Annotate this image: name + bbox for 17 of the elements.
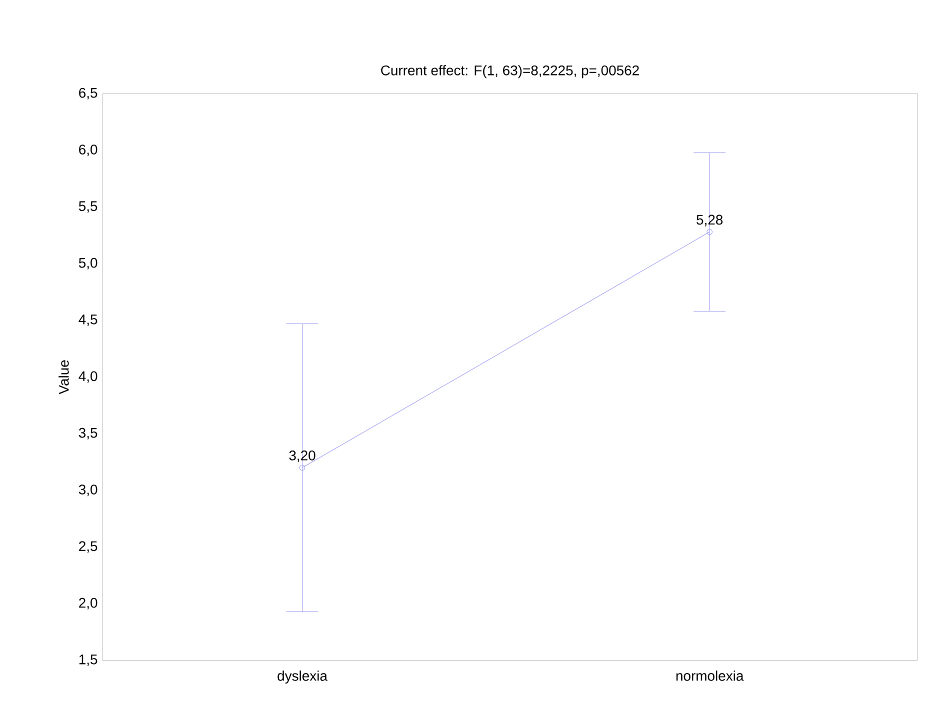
data-label: 5,28	[696, 214, 723, 226]
y-tick-label: 6,5	[79, 88, 98, 100]
y-tick-label: 6,0	[79, 144, 98, 156]
y-tick-label: 4,5	[78, 314, 98, 326]
data-label: 3,20	[289, 450, 316, 462]
y-tick-label: 4,0	[78, 371, 98, 383]
chart-title: Current effect: F(1, 63)=8,2225, p=,00562	[381, 65, 639, 78]
y-tick-label: 3,0	[78, 484, 98, 496]
y-tick-label: 1,5	[79, 654, 98, 666]
y-tick-label: 5,5	[78, 201, 98, 213]
y-tick-label: 2,0	[79, 598, 98, 610]
x-tick-label: normolexia	[676, 670, 744, 681]
x-tick-label: dyslexia	[278, 670, 328, 684]
y-tick-label: 3,5	[78, 428, 98, 440]
y-axis-title: Value	[58, 360, 69, 394]
y-tick-label: 2,5	[79, 541, 98, 553]
y-tick-label: 5,0	[78, 258, 98, 270]
